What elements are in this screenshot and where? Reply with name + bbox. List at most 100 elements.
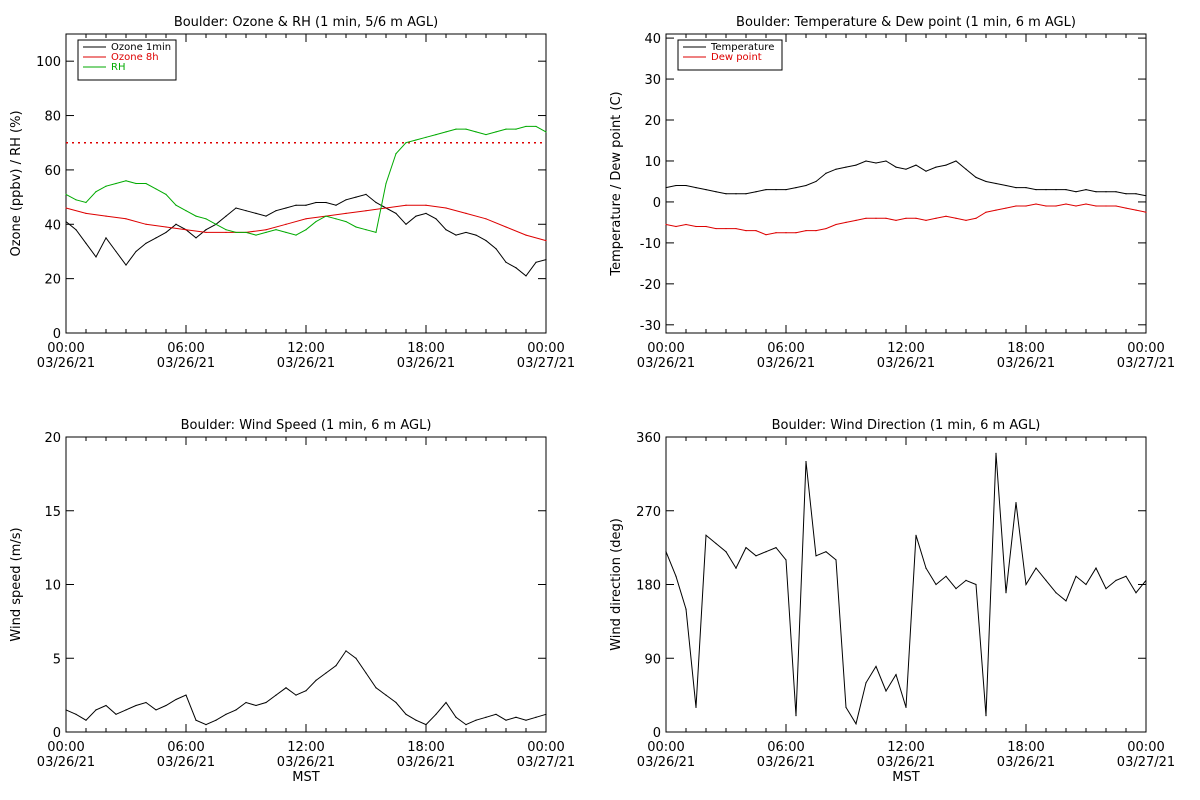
data-point (165, 231, 167, 234)
plot-frame (65, 436, 547, 733)
data-point (695, 225, 697, 228)
data-point (715, 191, 717, 193)
x-tick-label: 03/26/21 (37, 755, 95, 770)
data-point (525, 275, 527, 277)
data-point (105, 237, 107, 239)
y-axis-label: Wind direction (deg) (609, 518, 624, 651)
data-point (195, 719, 197, 721)
y-axis-label: Ozone (ppbv) / RH (%) (9, 110, 24, 256)
data-point (185, 229, 187, 231)
data-point (965, 219, 967, 221)
data-point (665, 186, 667, 189)
data-point (955, 160, 957, 162)
y-tick-label: 40 (44, 218, 61, 233)
legend-box (677, 39, 783, 71)
data-point (395, 153, 397, 155)
data-point (735, 567, 737, 569)
x-tick-label: 12:00 (287, 740, 324, 755)
data-point (105, 704, 107, 707)
y-tick-label: 20 (44, 431, 61, 446)
y-tick-label: 100 (36, 55, 61, 70)
data-point (275, 229, 277, 231)
x-tick-label: 00:00 (1127, 341, 1164, 356)
data-point (1005, 207, 1007, 209)
data-point (1025, 186, 1027, 189)
data-point (905, 168, 907, 170)
chart-title: Boulder: Wind Speed (1 min, 6 m AGL) (181, 418, 432, 433)
data-point (335, 665, 337, 667)
data-point (705, 534, 707, 536)
data-point (225, 229, 227, 231)
data-point (465, 724, 467, 726)
legend-label: Temperature (710, 42, 774, 53)
y-tick-label: 5 (53, 652, 61, 667)
data-point (855, 164, 857, 166)
x-tick-label: 00:00 (527, 740, 564, 755)
data-point (95, 256, 97, 258)
x-tick-label: 00:00 (647, 341, 684, 356)
series-line (65, 650, 547, 726)
data-point (505, 261, 507, 263)
series-line (65, 204, 547, 242)
data-point (505, 719, 507, 721)
data-point (765, 234, 767, 236)
data-point (1095, 205, 1097, 207)
data-point (115, 713, 117, 715)
data-point (95, 191, 97, 193)
data-point (1045, 189, 1047, 191)
data-point (125, 218, 127, 220)
data-point (395, 212, 397, 214)
data-point (145, 182, 147, 185)
x-tick-label: 18:00 (1007, 341, 1044, 356)
data-point (675, 184, 677, 187)
data-point (425, 204, 427, 206)
x-tick-label: 03/26/21 (757, 356, 815, 371)
data-point (835, 168, 837, 170)
data-point (395, 701, 397, 704)
data-point (135, 182, 137, 185)
series-line (665, 160, 1147, 197)
data-point (415, 215, 417, 217)
data-point (935, 583, 937, 586)
data-point (545, 131, 547, 133)
data-point (285, 231, 287, 234)
data-point (135, 704, 137, 707)
data-point (535, 125, 537, 128)
data-point (1055, 189, 1057, 191)
data-point (545, 239, 547, 242)
data-point (485, 218, 487, 220)
data-point (105, 215, 107, 217)
data-point (795, 232, 797, 234)
data-point (455, 128, 457, 130)
data-point (965, 168, 967, 170)
data-point (745, 193, 747, 195)
data-point (275, 210, 277, 212)
chart-title: Boulder: Wind Direction (1 min, 6 m AGL) (772, 418, 1041, 433)
data-point (105, 185, 107, 187)
y-tick-label: 90 (644, 652, 661, 667)
data-point (975, 583, 977, 586)
data-point (265, 231, 267, 234)
data-point (205, 231, 207, 234)
data-point (1085, 583, 1087, 586)
data-point (455, 716, 457, 718)
data-point (895, 166, 897, 168)
data-point (125, 709, 127, 711)
data-point (205, 724, 207, 726)
data-point (175, 204, 177, 206)
data-point (315, 201, 317, 204)
data-point (955, 217, 957, 219)
y-tick-label: 0 (53, 327, 61, 342)
data-point (685, 223, 687, 226)
data-point (1055, 205, 1057, 207)
data-point (505, 226, 507, 228)
data-point (535, 261, 537, 263)
data-point (235, 709, 237, 711)
data-point (445, 131, 447, 133)
data-point (355, 196, 357, 198)
x-tick-label: 00:00 (47, 341, 84, 356)
data-point (725, 193, 727, 195)
data-point (765, 189, 767, 191)
x-tick-label: 03/26/21 (397, 356, 455, 371)
